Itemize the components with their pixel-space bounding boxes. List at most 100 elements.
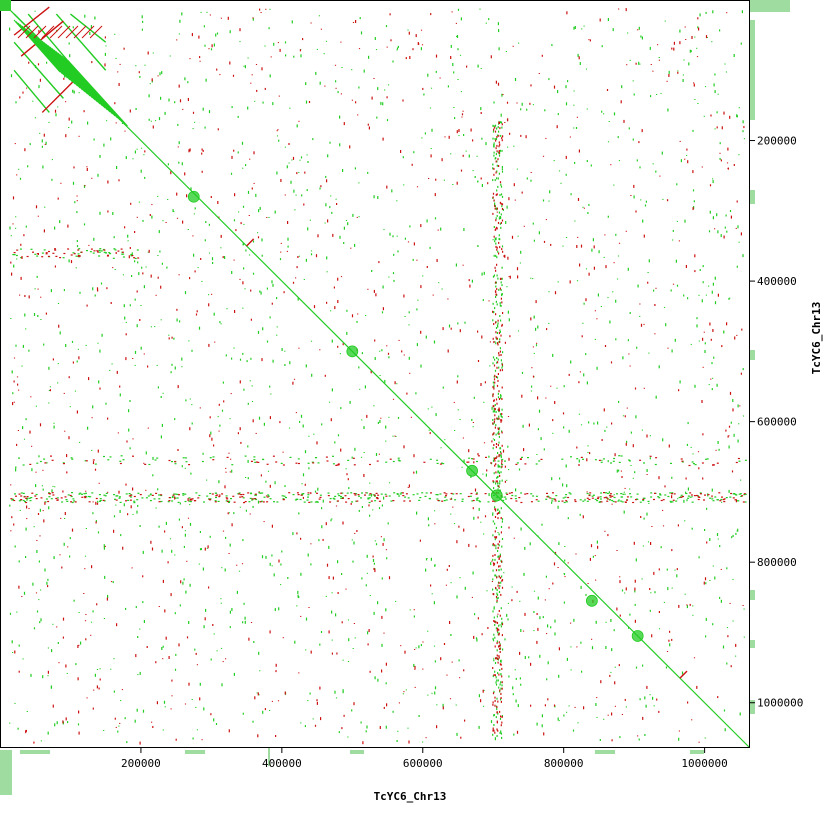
- forward-dot: [307, 700, 309, 702]
- forward-dot: [47, 647, 49, 649]
- forward-dot: [442, 386, 444, 389]
- reverse-dot: [146, 646, 148, 648]
- reverse-dot: [356, 530, 358, 532]
- forward-dot: [697, 103, 699, 104]
- forward-dot: [733, 433, 735, 437]
- forward-dot: [507, 602, 509, 604]
- reverse-dot: [493, 199, 495, 202]
- forward-dot: [531, 385, 533, 388]
- forward-dot: [297, 594, 299, 598]
- forward-dot: [563, 601, 565, 604]
- forward-dot: [244, 455, 247, 457]
- forward-dot: [691, 496, 693, 498]
- reverse-dot: [340, 492, 343, 494]
- forward-dot: [431, 692, 433, 694]
- forward-dot: [499, 643, 501, 646]
- forward-dot: [254, 461, 257, 463]
- forward-dot: [19, 509, 21, 511]
- forward-dot: [341, 573, 343, 575]
- reverse-dot: [624, 501, 627, 503]
- hatch-line: [33, 25, 47, 39]
- repeat-region-hatch-reverse: [17, 25, 103, 39]
- forward-dot: [556, 387, 558, 389]
- reverse-dot: [341, 727, 343, 730]
- forward-dot: [228, 500, 231, 502]
- reverse-dot: [35, 205, 38, 209]
- reverse-dot: [604, 530, 606, 532]
- forward-dot: [495, 153, 497, 156]
- reverse-dot: [727, 435, 729, 438]
- reverse-dot: [496, 621, 499, 624]
- reverse-dot: [88, 377, 90, 381]
- forward-dot: [39, 132, 41, 134]
- forward-dot: [301, 483, 303, 485]
- forward-dot: [618, 461, 621, 463]
- reverse-dot: [416, 259, 418, 261]
- reverse-dot: [493, 729, 495, 732]
- y-tick-label: 200000: [757, 135, 797, 148]
- forward-dot: [335, 613, 337, 617]
- forward-dot: [440, 447, 442, 449]
- forward-dot: [453, 71, 455, 74]
- forward-dot: [369, 595, 371, 596]
- forward-dot: [461, 498, 464, 500]
- forward-dot: [392, 460, 395, 463]
- reverse-dot: [44, 143, 46, 145]
- reverse-dot: [353, 623, 355, 624]
- reverse-dot: [298, 672, 300, 674]
- forward-dot: [738, 493, 741, 495]
- reverse-dot: [535, 499, 538, 501]
- reverse-dot: [493, 432, 495, 435]
- forward-dot: [435, 70, 437, 73]
- reverse-dot: [110, 581, 113, 583]
- forward-dot: [490, 562, 492, 566]
- reverse-dot: [86, 168, 88, 171]
- forward-dot: [231, 271, 233, 274]
- forward-dot: [712, 565, 714, 567]
- reverse-dot: [175, 738, 177, 741]
- reverse-dot: [168, 337, 170, 340]
- forward-dot: [557, 90, 559, 94]
- forward-dot: [698, 340, 700, 342]
- forward-dot: [453, 523, 456, 525]
- reverse-dot: [400, 645, 402, 647]
- reverse-dot: [429, 432, 431, 435]
- reverse-dot: [596, 697, 598, 699]
- reverse-dot: [139, 741, 141, 745]
- forward-dot: [225, 354, 227, 357]
- x-axis-title: TcYC6_Chr13: [374, 790, 447, 803]
- reverse-dot: [686, 604, 688, 606]
- reverse-dot: [510, 497, 513, 500]
- reverse-dot: [576, 646, 578, 648]
- forward-dot: [733, 493, 736, 495]
- reverse-dot: [536, 613, 538, 615]
- forward-dot: [329, 141, 331, 144]
- forward-dot: [691, 461, 694, 463]
- forward-dot: [492, 520, 494, 523]
- forward-dot: [231, 106, 233, 109]
- forward-dot: [491, 406, 493, 410]
- reverse-dot: [513, 183, 515, 187]
- reverse-dot: [495, 313, 497, 316]
- forward-dot: [413, 151, 415, 154]
- forward-dot: [312, 138, 314, 141]
- reverse-dot: [495, 508, 497, 512]
- forward-dot: [637, 284, 639, 288]
- forward-dot: [742, 368, 744, 371]
- forward-dot: [429, 246, 431, 249]
- reverse-dot: [492, 196, 494, 199]
- reverse-dot: [477, 516, 479, 519]
- forward-dot: [622, 493, 625, 495]
- forward-dot: [698, 294, 700, 296]
- reverse-dot: [455, 493, 458, 495]
- reverse-dot: [492, 422, 494, 425]
- reverse-dot: [618, 242, 621, 244]
- reverse-dot: [609, 493, 612, 495]
- forward-dot: [639, 166, 641, 169]
- x-axis: 200000 400000 600000 800000 1000000: [121, 747, 728, 770]
- forward-dot: [392, 435, 394, 437]
- forward-dot: [115, 504, 117, 506]
- forward-dot: [435, 413, 437, 417]
- forward-dot: [457, 48, 459, 51]
- forward-dot: [415, 470, 418, 474]
